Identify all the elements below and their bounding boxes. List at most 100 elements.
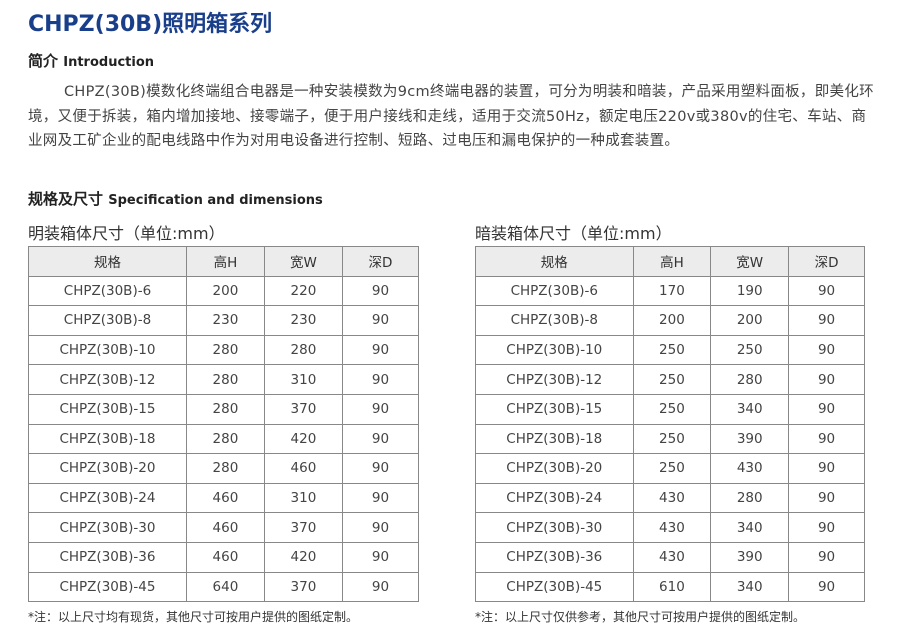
table-row: CHPZ(30B)-20 280 460 90 <box>28 453 420 484</box>
surface-table-note: *注：以上尺寸均有现货，其他尺寸可按用户提供的图纸定制。 <box>28 610 359 624</box>
column-header: 规格 <box>475 246 634 277</box>
table-cell: 90 <box>341 482 420 514</box>
table-row: CHPZ(30B)-36 430 390 90 <box>475 541 865 573</box>
table-row: CHPZ(30B)-10 280 280 90 <box>28 334 420 366</box>
table-cell: 280 <box>263 334 343 366</box>
table-row: CHPZ(30B)-12 250 280 90 <box>475 364 865 395</box>
table-cell: 90 <box>788 275 865 307</box>
table-header-row: 规格 高H 宽W 深D <box>28 246 420 277</box>
table-cell: CHPZ(30B)-45 <box>28 571 187 603</box>
table-cell: 90 <box>341 571 420 603</box>
table-row: CHPZ(30B)-36 460 420 90 <box>28 541 420 573</box>
intro-heading: 简介 Introduction <box>28 50 154 71</box>
table-cell: 310 <box>263 364 343 395</box>
table-cell: 90 <box>788 482 865 514</box>
table-cell: CHPZ(30B)-20 <box>28 453 187 484</box>
table-cell: 90 <box>788 393 865 425</box>
table-cell: 280 <box>185 364 265 395</box>
table-cell: 90 <box>341 453 420 484</box>
table-cell: 90 <box>788 364 865 395</box>
table-cell: 280 <box>185 334 265 366</box>
column-header: 宽W <box>263 246 343 277</box>
table-row: CHPZ(30B)-18 250 390 90 <box>475 423 865 455</box>
table-cell: 200 <box>185 275 265 307</box>
table-cell: 340 <box>710 512 790 543</box>
table-cell: CHPZ(30B)-6 <box>28 275 187 307</box>
table-cell: 390 <box>710 423 790 455</box>
table-row: CHPZ(30B)-10 250 250 90 <box>475 334 865 366</box>
table-cell: 340 <box>710 393 790 425</box>
intro-heading-cn: 简介 <box>28 52 59 70</box>
table-cell: 430 <box>632 541 712 573</box>
spec-heading-en: Specification and dimensions <box>108 193 323 208</box>
surface-table-caption: 明装箱体尺寸（单位:mm） <box>28 224 225 243</box>
table-cell: 340 <box>710 571 790 603</box>
table-cell: CHPZ(30B)-6 <box>475 275 634 307</box>
intro-heading-en: Introduction <box>63 55 155 70</box>
table-row: CHPZ(30B)-20 250 430 90 <box>475 453 865 484</box>
table-cell: 420 <box>263 541 343 573</box>
table-cell: 90 <box>788 334 865 366</box>
table-cell: 90 <box>341 512 420 543</box>
table-cell: CHPZ(30B)-20 <box>475 453 634 484</box>
table-cell: 280 <box>185 423 265 455</box>
spec-heading-cn: 规格及尺寸 <box>28 190 104 208</box>
table-row: CHPZ(30B)-15 250 340 90 <box>475 393 865 425</box>
table-row: CHPZ(30B)-24 430 280 90 <box>475 482 865 514</box>
table-cell: CHPZ(30B)-18 <box>28 423 187 455</box>
table-row: CHPZ(30B)-12 280 310 90 <box>28 364 420 395</box>
table-cell: CHPZ(30B)-45 <box>475 571 634 603</box>
table-row: CHPZ(30B)-45 610 340 90 <box>475 571 865 603</box>
table-cell: 190 <box>710 275 790 307</box>
table-cell: 390 <box>710 541 790 573</box>
table-cell: 640 <box>185 571 265 603</box>
table-cell: 420 <box>263 423 343 455</box>
table-cell: 280 <box>710 364 790 395</box>
table-cell: 460 <box>185 482 265 514</box>
table-cell: 90 <box>341 305 420 336</box>
table-cell: CHPZ(30B)-12 <box>28 364 187 395</box>
table-cell: 250 <box>632 393 712 425</box>
table-cell: CHPZ(30B)-10 <box>475 334 634 366</box>
table-cell: 90 <box>341 364 420 395</box>
table-cell: CHPZ(30B)-36 <box>475 541 634 573</box>
table-cell: 90 <box>788 305 865 336</box>
table-cell: CHPZ(30B)-18 <box>475 423 634 455</box>
table-cell: 200 <box>710 305 790 336</box>
table-cell: CHPZ(30B)-30 <box>475 512 634 543</box>
table-cell: 90 <box>341 423 420 455</box>
table-row: CHPZ(30B)-6 170 190 90 <box>475 275 865 307</box>
table-header-row: 规格 高H 宽W 深D <box>475 246 865 277</box>
table-cell: 370 <box>263 393 343 425</box>
table-row: CHPZ(30B)-30 460 370 90 <box>28 512 420 543</box>
table-cell: 370 <box>263 571 343 603</box>
table-cell: CHPZ(30B)-12 <box>475 364 634 395</box>
table-cell: CHPZ(30B)-15 <box>28 393 187 425</box>
table-cell: CHPZ(30B)-10 <box>28 334 187 366</box>
table-cell: 90 <box>341 334 420 366</box>
table-cell: 460 <box>263 453 343 484</box>
table-cell: 280 <box>185 453 265 484</box>
table-cell: 230 <box>185 305 265 336</box>
table-cell: 230 <box>263 305 343 336</box>
table-cell: 250 <box>632 334 712 366</box>
table-cell: 90 <box>341 275 420 307</box>
table-cell: 170 <box>632 275 712 307</box>
table-cell: CHPZ(30B)-30 <box>28 512 187 543</box>
table-row: CHPZ(30B)-30 430 340 90 <box>475 512 865 543</box>
table-row: CHPZ(30B)-6 200 220 90 <box>28 275 420 307</box>
table-cell: 90 <box>788 453 865 484</box>
table-cell: 90 <box>341 393 420 425</box>
column-header: 宽W <box>710 246 790 277</box>
table-cell: 250 <box>632 453 712 484</box>
table-cell: 430 <box>710 453 790 484</box>
table-cell: CHPZ(30B)-8 <box>475 305 634 336</box>
flush-mount-table: 规格 高H 宽W 深D CHPZ(30B)-6 170 190 90 CHPZ(30B)-8 20… <box>475 246 865 603</box>
page-title: CHPZ(30B)照明箱系列 <box>28 12 273 37</box>
table-cell: 90 <box>788 512 865 543</box>
table-cell: 280 <box>185 393 265 425</box>
column-header: 高H <box>632 246 712 277</box>
table-cell: 460 <box>185 541 265 573</box>
column-header: 高H <box>185 246 265 277</box>
table-cell: 250 <box>632 423 712 455</box>
